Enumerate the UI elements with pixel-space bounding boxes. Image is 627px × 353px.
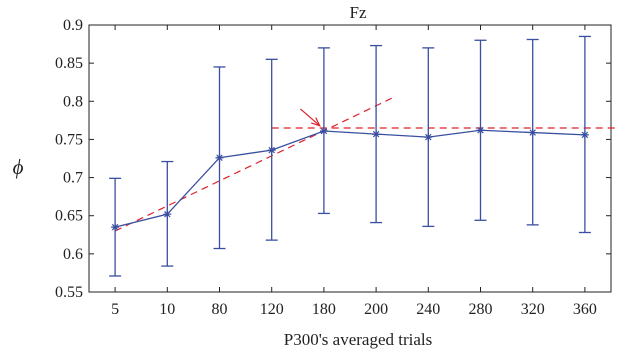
chart-title: Fz — [350, 3, 367, 22]
trend-dashed-line — [114, 97, 393, 232]
x-tick-label: 360 — [573, 301, 597, 318]
x-tick-label: 320 — [521, 301, 545, 318]
x-tick-label: 120 — [260, 301, 284, 318]
data-point-marker — [215, 153, 224, 162]
data-point-marker — [267, 146, 276, 155]
x-tick-label: 280 — [469, 301, 493, 318]
x-tick-label: 10 — [159, 301, 175, 318]
plot-layer: 0.55 0.6 0.65 0.7 0.75 0.8 0.85 0.9 5 10 80 120 180 2… — [55, 17, 617, 318]
x-tick-label: 200 — [364, 301, 388, 318]
data-point-marker — [319, 127, 328, 136]
x-tick-label: 240 — [416, 301, 440, 318]
y-tick-label: 0.75 — [55, 131, 83, 148]
data-point-marker — [372, 130, 381, 139]
y-tick-label: 0.65 — [55, 208, 83, 225]
x-tick-label: 180 — [312, 301, 336, 318]
x-tick-label: 5 — [111, 301, 119, 318]
data-point-marker — [476, 126, 485, 135]
data-point-marker — [528, 128, 537, 137]
y-tick-label: 0.9 — [63, 17, 83, 34]
series-line — [114, 129, 585, 228]
y-tick-label: 0.55 — [55, 284, 83, 301]
annotation-arrow-shaft — [300, 108, 321, 127]
annotation-arrow-head — [310, 117, 321, 127]
data-point-marker — [163, 210, 172, 219]
plot-frame — [88, 24, 612, 293]
y-tick-label: 0.7 — [63, 170, 83, 187]
y-axis-label: ϕ — [13, 155, 24, 179]
y-tick-label: 0.8 — [63, 93, 83, 110]
data-point-marker — [111, 223, 120, 232]
data-point-marker — [424, 133, 433, 142]
data-point-marker — [580, 130, 589, 139]
x-tick-label: 80 — [212, 301, 228, 318]
x-axis-label: P300's averaged trials — [284, 330, 432, 349]
y-tick-label: 0.85 — [55, 55, 83, 72]
y-tick-label: 0.6 — [63, 246, 83, 263]
